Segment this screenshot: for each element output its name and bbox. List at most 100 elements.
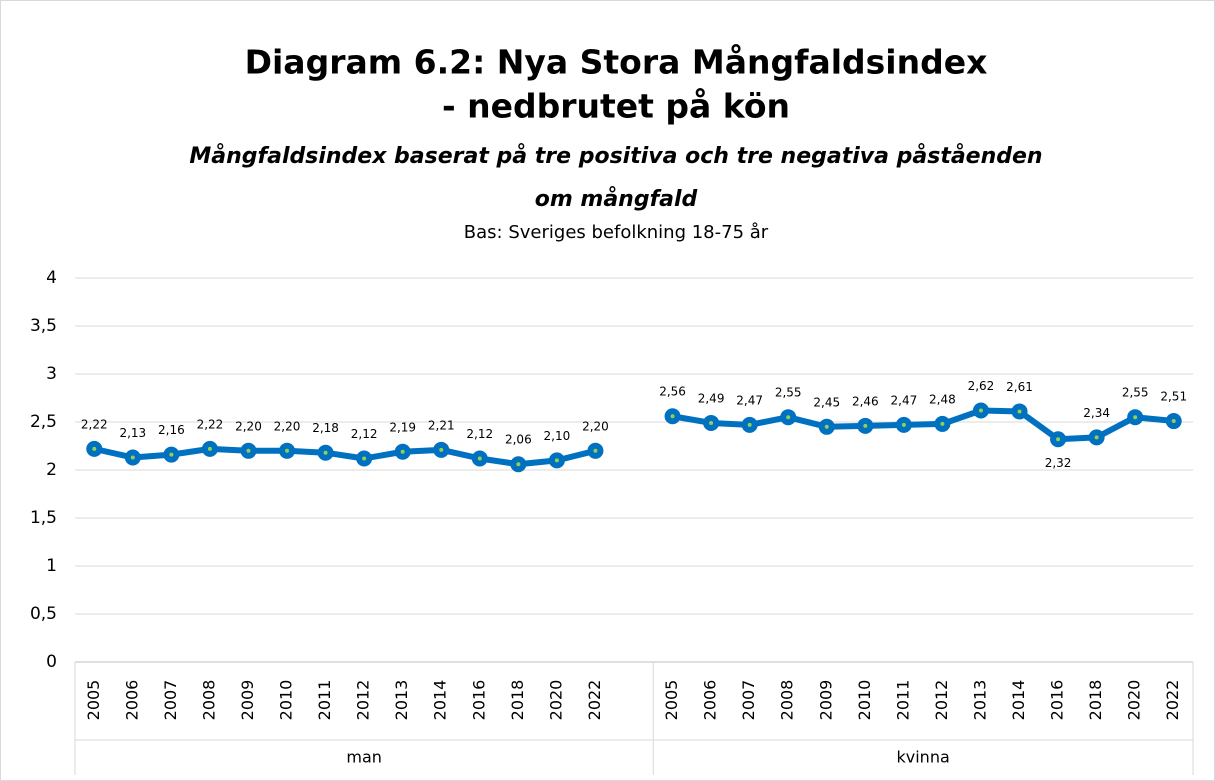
value-label: 2,47	[736, 393, 763, 407]
x-tick-label: 2012	[932, 680, 951, 721]
value-label: 2,34	[1083, 406, 1110, 420]
value-label: 2,22	[197, 417, 224, 431]
x-tick-label: 2011	[315, 680, 334, 721]
marker-center	[901, 422, 906, 427]
y-tick-label: 2,5	[30, 412, 57, 432]
marker-center	[554, 458, 559, 463]
x-tick-label: 2013	[392, 680, 411, 721]
x-tick-label: 2006	[122, 680, 141, 721]
y-tick-label: 4	[46, 268, 57, 288]
x-tick-label: 2016	[1048, 680, 1067, 721]
marker-center	[477, 456, 482, 461]
x-tick-label: 2009	[816, 680, 835, 721]
marker-center	[400, 449, 405, 454]
value-label: 2,18	[312, 421, 339, 435]
x-tick-label: 2020	[546, 680, 565, 721]
marker-center	[1094, 435, 1099, 440]
marker-center	[786, 415, 791, 420]
x-tick-label: 2009	[238, 680, 257, 721]
value-label: 2,46	[852, 394, 879, 408]
chart-title: - nedbrutet på kön	[442, 87, 790, 126]
marker-center	[670, 414, 675, 419]
value-label: 2,16	[158, 423, 185, 437]
y-tick-label: 3,5	[30, 316, 57, 336]
value-label: 2,20	[274, 419, 301, 433]
marker-center	[940, 421, 945, 426]
marker-center	[1017, 409, 1022, 414]
x-tick-label: 2022	[1163, 680, 1182, 721]
x-tick-label: 2012	[354, 680, 373, 721]
marker-center	[1133, 415, 1138, 420]
value-label: 2,49	[698, 391, 725, 405]
value-label: 2,45	[813, 395, 840, 409]
value-label: 2,13	[119, 426, 146, 440]
value-label: 2,12	[466, 427, 493, 441]
x-tick-label: 2014	[431, 680, 450, 721]
marker-center	[516, 462, 521, 467]
value-label: 2,20	[582, 419, 609, 433]
marker-center	[709, 420, 714, 425]
x-tick-label: 2005	[84, 680, 103, 721]
marker-center	[747, 422, 752, 427]
marker-center	[593, 448, 598, 453]
x-tick-label: 2008	[778, 680, 797, 721]
x-tick-label: 2005	[662, 680, 681, 721]
value-label: 2,22	[81, 417, 108, 431]
value-label: 2,12	[351, 427, 378, 441]
value-label: 2,62	[968, 379, 995, 393]
value-label: 2,55	[1122, 386, 1149, 400]
y-tick-label: 0,5	[30, 604, 57, 624]
x-tick-label: 2010	[855, 680, 874, 721]
value-label: 2,56	[659, 385, 686, 399]
marker-center	[130, 455, 135, 460]
y-tick-label: 1,5	[30, 508, 57, 528]
x-tick-label: 2018	[508, 680, 527, 721]
marker-center	[169, 452, 174, 457]
marker-center	[323, 450, 328, 455]
x-tick-label: 2006	[701, 680, 720, 721]
value-label: 2,19	[389, 420, 416, 434]
y-tick-label: 0	[46, 652, 57, 672]
x-tick-label: 2014	[1009, 680, 1028, 721]
x-tick-label: 2018	[1086, 680, 1105, 721]
value-label: 2,61	[1006, 380, 1033, 394]
marker-center	[362, 456, 367, 461]
marker-center	[978, 408, 983, 413]
group-label: kvinna	[897, 748, 950, 767]
x-tick-label: 2008	[199, 680, 218, 721]
x-tick-label: 2007	[161, 680, 180, 721]
y-tick-label: 1	[46, 556, 57, 576]
value-label: 2,20	[235, 419, 262, 433]
value-label: 2,06	[505, 433, 532, 447]
marker-center	[92, 446, 97, 451]
marker-center	[439, 447, 444, 452]
chart-note: Bas: Sveriges befolkning 18-75 år	[464, 222, 769, 243]
chart-title: Diagram 6.2: Nya Stora Mångfaldsindex	[245, 43, 988, 82]
x-tick-label: 2016	[469, 680, 488, 721]
y-tick-label: 3	[46, 364, 57, 384]
x-tick-label: 2013	[970, 680, 989, 721]
value-label: 2,10	[544, 429, 571, 443]
chart-subtitle: om mångfald	[535, 186, 698, 212]
x-tick-label: 2022	[585, 680, 604, 721]
marker-center	[246, 448, 251, 453]
x-tick-label: 2010	[277, 680, 296, 721]
x-tick-label: 2020	[1125, 680, 1144, 721]
value-label: 2,47	[891, 393, 918, 407]
value-label: 2,21	[428, 418, 455, 432]
group-label: man	[346, 748, 382, 767]
marker-center	[207, 446, 212, 451]
marker-center	[863, 423, 868, 428]
y-tick-label: 2	[46, 460, 57, 480]
chart-subtitle: Mångfaldsindex baserat på tre positiva o…	[189, 143, 1042, 169]
marker-center	[1056, 437, 1061, 442]
value-label: 2,55	[775, 386, 802, 400]
value-label: 2,48	[929, 392, 956, 406]
value-label: 2,32	[1045, 456, 1072, 470]
marker-center	[1171, 419, 1176, 424]
x-tick-label: 2011	[893, 680, 912, 721]
x-tick-label: 2007	[739, 680, 758, 721]
marker-center	[285, 448, 290, 453]
